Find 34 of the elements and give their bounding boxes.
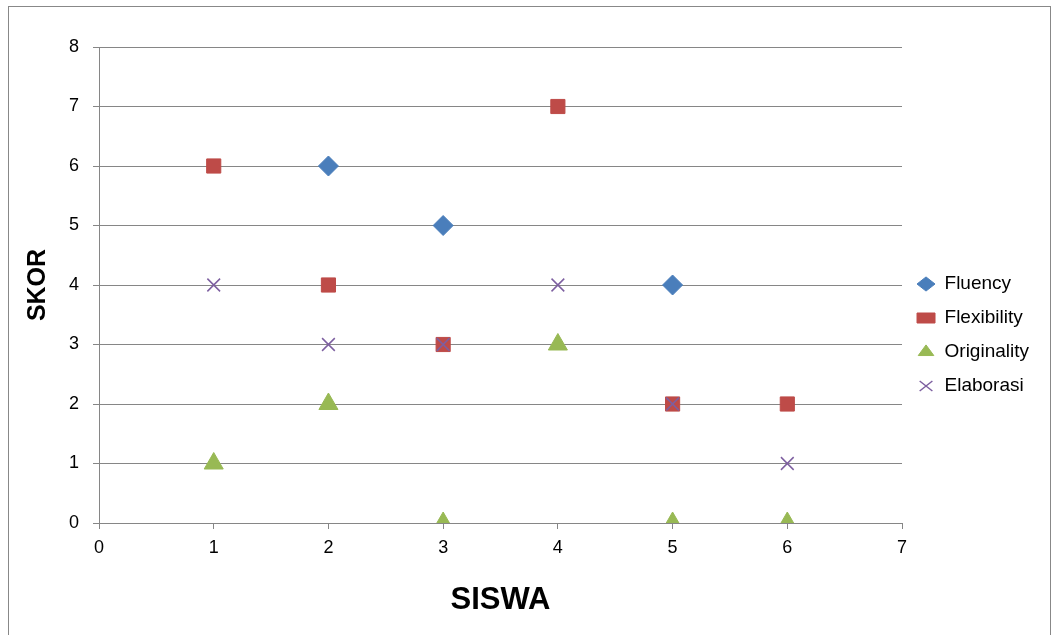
x-tick-label: 1 xyxy=(208,536,219,557)
x-tick-label: 7 xyxy=(897,536,908,557)
legend-label: Elaborasi xyxy=(944,374,1024,396)
y-tick-label: 4 xyxy=(68,273,79,294)
y-tick-label: 0 xyxy=(68,511,79,532)
y-axis-title: SKOR xyxy=(21,248,50,322)
x-tick-label: 5 xyxy=(667,536,678,557)
point xyxy=(432,215,454,236)
point xyxy=(550,98,566,115)
point xyxy=(662,274,684,296)
point xyxy=(320,277,337,293)
x-tick-label: 2 xyxy=(323,536,334,557)
point xyxy=(206,277,221,293)
point xyxy=(317,155,339,177)
point xyxy=(780,456,795,471)
legend-label: Flexibility xyxy=(944,306,1024,328)
x-tick-label: 6 xyxy=(782,536,793,557)
legend-label: Originality xyxy=(944,340,1030,362)
point xyxy=(206,158,222,174)
y-tick-label: 6 xyxy=(68,154,79,175)
point xyxy=(550,277,565,293)
x-tick-label: 3 xyxy=(438,536,449,557)
legend-label: Fluency xyxy=(944,272,1012,294)
y-tick-label: 5 xyxy=(68,214,79,235)
y-tick-label: 1 xyxy=(68,452,79,473)
x-tick-label: 4 xyxy=(552,536,563,557)
y-tick-label: 7 xyxy=(68,95,79,116)
point xyxy=(321,337,336,352)
y-tick-label: 2 xyxy=(68,392,79,413)
point xyxy=(779,396,795,412)
x-tick-label: 0 xyxy=(93,536,105,557)
y-tick-label: 8 xyxy=(68,35,79,56)
y-tick-label: 3 xyxy=(68,333,79,354)
x-axis-title: SISWA xyxy=(450,580,551,616)
